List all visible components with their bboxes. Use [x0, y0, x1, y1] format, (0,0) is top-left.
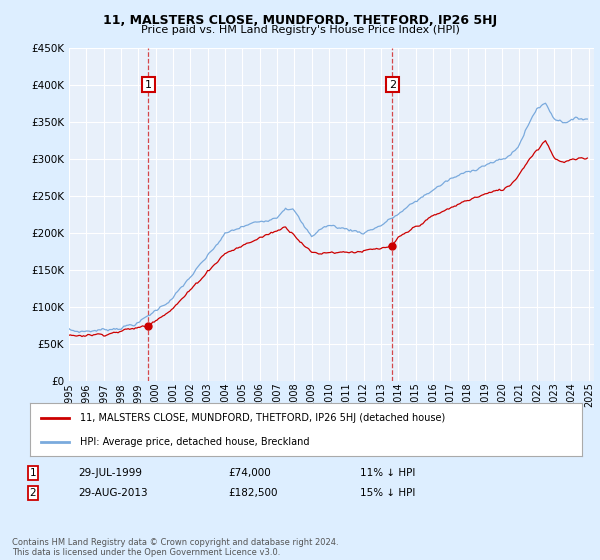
Text: 2: 2 [389, 80, 396, 90]
Text: 11, MALSTERS CLOSE, MUNDFORD, THETFORD, IP26 5HJ (detached house): 11, MALSTERS CLOSE, MUNDFORD, THETFORD, … [80, 413, 445, 423]
Text: Price paid vs. HM Land Registry's House Price Index (HPI): Price paid vs. HM Land Registry's House … [140, 25, 460, 35]
Text: 29-AUG-2013: 29-AUG-2013 [78, 488, 148, 498]
Text: HPI: Average price, detached house, Breckland: HPI: Average price, detached house, Brec… [80, 436, 309, 446]
Text: £182,500: £182,500 [228, 488, 277, 498]
Text: Contains HM Land Registry data © Crown copyright and database right 2024.
This d: Contains HM Land Registry data © Crown c… [12, 538, 338, 557]
Text: 29-JUL-1999: 29-JUL-1999 [78, 468, 142, 478]
Text: £74,000: £74,000 [228, 468, 271, 478]
Text: 11, MALSTERS CLOSE, MUNDFORD, THETFORD, IP26 5HJ: 11, MALSTERS CLOSE, MUNDFORD, THETFORD, … [103, 14, 497, 27]
Text: 1: 1 [145, 80, 152, 90]
Text: 1: 1 [29, 468, 37, 478]
Text: 11% ↓ HPI: 11% ↓ HPI [360, 468, 415, 478]
Text: 15% ↓ HPI: 15% ↓ HPI [360, 488, 415, 498]
Text: 2: 2 [29, 488, 37, 498]
